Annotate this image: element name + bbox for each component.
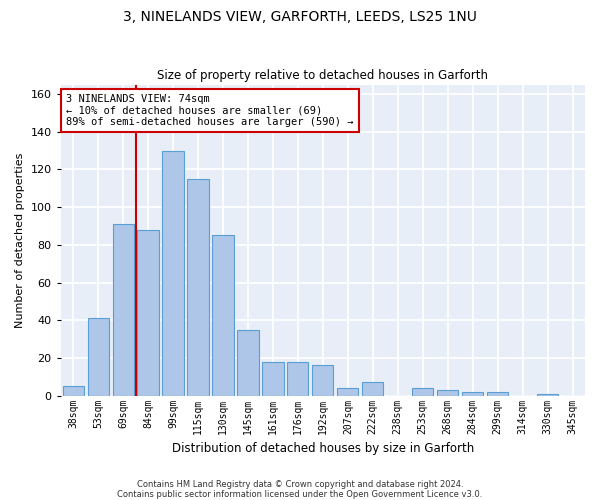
Text: 3, NINELANDS VIEW, GARFORTH, LEEDS, LS25 1NU: 3, NINELANDS VIEW, GARFORTH, LEEDS, LS25…	[123, 10, 477, 24]
Bar	[487, 392, 508, 396]
X-axis label: Distribution of detached houses by size in Garforth: Distribution of detached houses by size …	[172, 442, 474, 455]
Text: Contains HM Land Registry data © Crown copyright and database right 2024.: Contains HM Land Registry data © Crown c…	[137, 480, 463, 489]
Bar	[437, 390, 458, 396]
Bar	[262, 362, 284, 396]
Bar	[113, 224, 134, 396]
Bar	[163, 150, 184, 396]
Bar	[212, 236, 233, 396]
Bar	[137, 230, 159, 396]
Bar	[287, 362, 308, 396]
Text: Contains public sector information licensed under the Open Government Licence v3: Contains public sector information licen…	[118, 490, 482, 499]
Bar	[462, 392, 483, 396]
Bar	[88, 318, 109, 396]
Y-axis label: Number of detached properties: Number of detached properties	[15, 152, 25, 328]
Bar	[362, 382, 383, 396]
Bar	[337, 388, 358, 396]
Bar	[537, 394, 558, 396]
Title: Size of property relative to detached houses in Garforth: Size of property relative to detached ho…	[157, 69, 488, 82]
Bar	[187, 179, 209, 396]
Bar	[312, 366, 334, 396]
Bar	[238, 330, 259, 396]
Bar	[62, 386, 84, 396]
Bar	[412, 388, 433, 396]
Text: 3 NINELANDS VIEW: 74sqm
← 10% of detached houses are smaller (69)
89% of semi-de: 3 NINELANDS VIEW: 74sqm ← 10% of detache…	[66, 94, 353, 127]
